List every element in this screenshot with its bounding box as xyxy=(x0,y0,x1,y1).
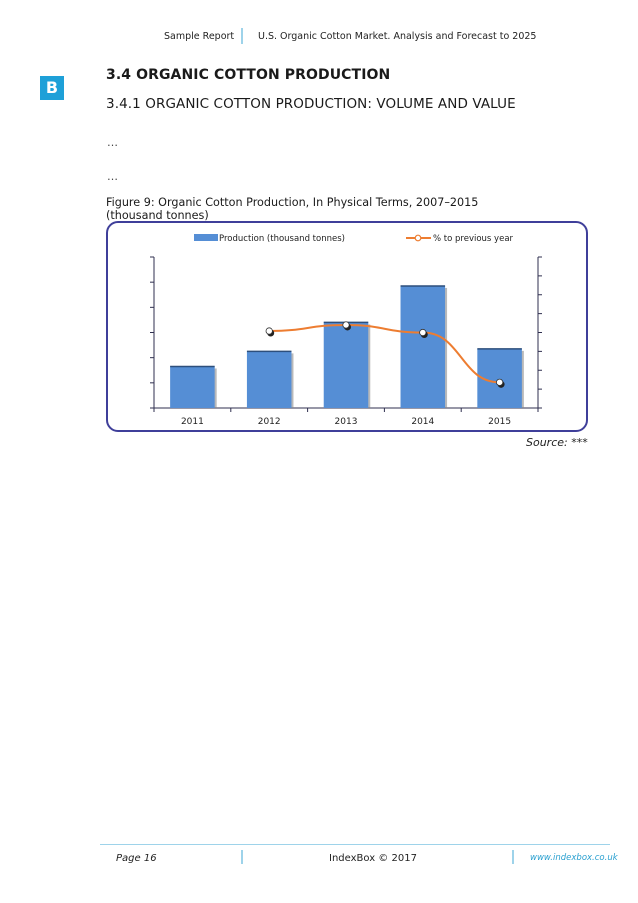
legend-marker-percent xyxy=(414,234,422,242)
line-series-percent xyxy=(269,323,500,384)
bar-2012 xyxy=(246,351,292,408)
section-subheading: 3.4.1 ORGANIC COTTON PRODUCTION: VOLUME … xyxy=(106,96,516,112)
figure-caption: Figure 9: Organic Cotton Production, In … xyxy=(106,196,526,222)
footer-divider xyxy=(100,844,610,845)
placeholder-text-1: … xyxy=(107,136,118,149)
bar-2013 xyxy=(323,322,369,408)
line-point xyxy=(495,378,504,386)
line-point xyxy=(419,328,427,337)
section-heading: 3.4 ORGANIC COTTON PRODUCTION xyxy=(106,67,391,83)
header-report-title: U.S. Organic Cotton Market. Analysis and… xyxy=(258,31,537,42)
legend-label-production: Production (thousand tonnes) xyxy=(219,234,345,244)
figure-caption-line-1: Figure 9: Organic Cotton Production, In … xyxy=(106,196,479,209)
line-point xyxy=(265,327,273,335)
line-point xyxy=(342,321,350,329)
legend-label-percent: % to previous year xyxy=(433,234,514,244)
placeholder-text-2: … xyxy=(107,170,118,183)
bar-2014 xyxy=(400,285,446,408)
indexbox-logo-icon: B xyxy=(40,76,64,100)
footer-website-link[interactable]: www.indexbox.co.uk xyxy=(530,853,618,863)
x-tick-label: 2014 xyxy=(411,417,434,427)
footer-separator-1 xyxy=(241,850,243,864)
production-chart: 2011 2012 2013 2014 2015 Production (thousand… xyxy=(150,234,542,427)
bar-2011 xyxy=(170,366,215,408)
figure-caption-line-2: (thousand tonnes) xyxy=(106,209,209,222)
footer-copyright: IndexBox © 2017 xyxy=(329,853,417,864)
x-tick-label: 2015 xyxy=(488,417,511,427)
footer-page-number: Page 16 xyxy=(116,853,157,864)
figure-source: Source: *** xyxy=(526,436,588,449)
header-report-type: Sample Report xyxy=(164,31,235,42)
x-tick-label: 2011 xyxy=(181,417,204,427)
header-divider xyxy=(241,28,243,44)
x-tick-label: 2012 xyxy=(258,417,281,427)
legend-swatch-production xyxy=(194,234,218,241)
x-tick-label: 2013 xyxy=(335,417,358,427)
footer-separator-2 xyxy=(512,850,514,864)
